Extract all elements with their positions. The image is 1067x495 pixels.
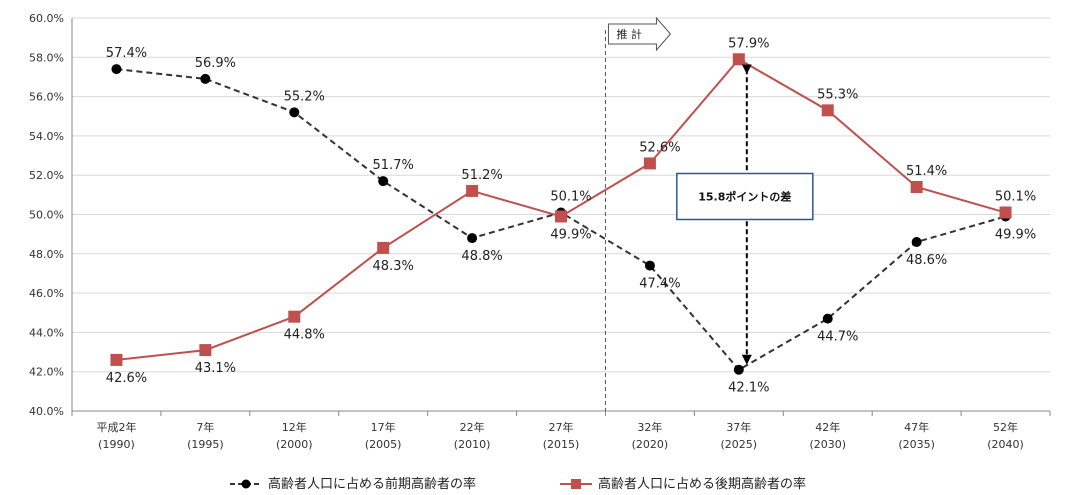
difference-annotation: 15.8ポイントの差	[676, 64, 814, 365]
data-label: 47.4%	[639, 277, 680, 292]
x-tick-label: 12年	[282, 420, 307, 434]
x-tick-label: 37年	[726, 420, 751, 434]
series	[110, 53, 1012, 375]
y-tick-label: 44.0%	[29, 326, 64, 339]
x-tick-sublabel: (2035)	[898, 438, 935, 451]
data-label: 44.7%	[817, 330, 858, 345]
data-label: 56.9%	[195, 56, 236, 71]
difference-callout	[676, 172, 814, 221]
y-tick-label: 52.0%	[29, 169, 64, 182]
x-tick-sublabel: (2000)	[276, 438, 313, 451]
difference-callout-text: 15.8ポイントの差	[698, 190, 791, 204]
x-tick-label: 42年	[815, 420, 840, 434]
x-tick-label: 平成2年	[96, 420, 136, 434]
y-tick-label: 40.0%	[29, 405, 64, 418]
y-tick-label: 60.0%	[29, 12, 64, 25]
x-tick-sublabel: (2015)	[543, 438, 580, 451]
x-tick-sublabel: (2010)	[454, 438, 491, 451]
legend-label: 高齢者人口に占める前期高齢者の率	[268, 476, 476, 492]
data-label: 44.8%	[284, 328, 325, 343]
x-tick-label: 52年	[993, 420, 1018, 434]
data-point	[821, 104, 834, 117]
data-label: 57.9%	[728, 36, 769, 51]
data-label: 48.3%	[373, 259, 414, 274]
data-label: 48.6%	[906, 253, 947, 268]
data-point	[555, 210, 567, 223]
data-label: 55.2%	[284, 89, 325, 104]
data-label: 50.1%	[995, 190, 1036, 205]
x-tick-sublabel: (2025)	[721, 438, 758, 451]
data-label: 48.8%	[461, 249, 502, 264]
projection-area: 推 計	[604, 16, 672, 411]
data-point	[289, 107, 300, 118]
data-label: 57.4%	[106, 46, 147, 61]
data-point	[467, 233, 478, 244]
data-point	[999, 206, 1012, 219]
legend-swatch-marker	[571, 479, 581, 489]
data-point	[111, 64, 122, 75]
x-tick-label: 17年	[371, 420, 396, 434]
data-point	[466, 184, 479, 197]
x-tick-sublabel: (1995)	[187, 438, 224, 451]
legend-swatch-marker	[241, 479, 251, 489]
data-point	[911, 237, 922, 248]
y-tick-label: 56.0%	[29, 91, 64, 104]
data-label: 51.2%	[461, 168, 502, 183]
x-tick-label: 7年	[196, 420, 214, 434]
data-point	[110, 353, 123, 366]
data-label: 50.1%	[550, 190, 591, 205]
data-label: 51.7%	[373, 158, 414, 173]
legend: 高齢者人口に占める前期高齢者の率 高齢者人口に占める後期高齢者の率	[230, 476, 806, 492]
data-label: 51.4%	[906, 164, 947, 179]
data-point	[644, 260, 655, 271]
data-label: 49.9%	[550, 227, 591, 242]
data-labels: 57.4% 42.6% 56.9% 43.1% 55.2% 44.8% 51.7% 48.3%…	[106, 36, 1036, 395]
data-point	[643, 157, 656, 170]
axes: 40.0% 42.0% 44.0% 46.0% 48.0% 50.0% 52.0% 54.0%…	[29, 12, 1051, 451]
y-tick-label: 46.0%	[29, 287, 64, 300]
y-tick-label: 42.0%	[29, 366, 64, 379]
y-tick-label: 50.0%	[29, 209, 64, 222]
x-tick-label: 47年	[904, 420, 929, 434]
x-tick-label: 22年	[460, 420, 485, 434]
data-point	[377, 241, 390, 254]
x-tick-sublabel: (2005)	[365, 438, 402, 451]
data-label: 42.1%	[728, 381, 769, 396]
y-tick-label: 54.0%	[29, 130, 64, 143]
data-point	[822, 313, 833, 324]
x-tick-label: 32年	[637, 420, 662, 434]
data-label: 49.9%	[995, 227, 1036, 242]
legend-label: 高齢者人口に占める後期高齢者の率	[598, 476, 806, 492]
x-tick-sublabel: (1990)	[98, 438, 135, 451]
data-point	[910, 180, 923, 193]
x-tick-label: 27年	[549, 420, 574, 434]
data-point	[199, 344, 212, 357]
data-label: 52.6%	[639, 140, 680, 155]
data-point	[200, 73, 211, 84]
x-tick-sublabel: (2030)	[809, 438, 846, 451]
projection-arrow	[607, 16, 672, 52]
data-label: 55.3%	[817, 87, 858, 102]
x-tick-sublabel: (2020)	[632, 438, 669, 451]
data-point	[288, 310, 301, 323]
data-label: 42.6%	[106, 371, 147, 386]
data-point	[378, 176, 389, 187]
data-point	[733, 364, 744, 375]
data-point	[732, 53, 745, 66]
data-label: 43.1%	[195, 361, 236, 376]
y-tick-label: 48.0%	[29, 248, 64, 261]
y-tick-label: 58.0%	[29, 51, 64, 64]
projection-label: 推 計	[616, 27, 642, 41]
x-tick-sublabel: (2040)	[987, 438, 1024, 451]
